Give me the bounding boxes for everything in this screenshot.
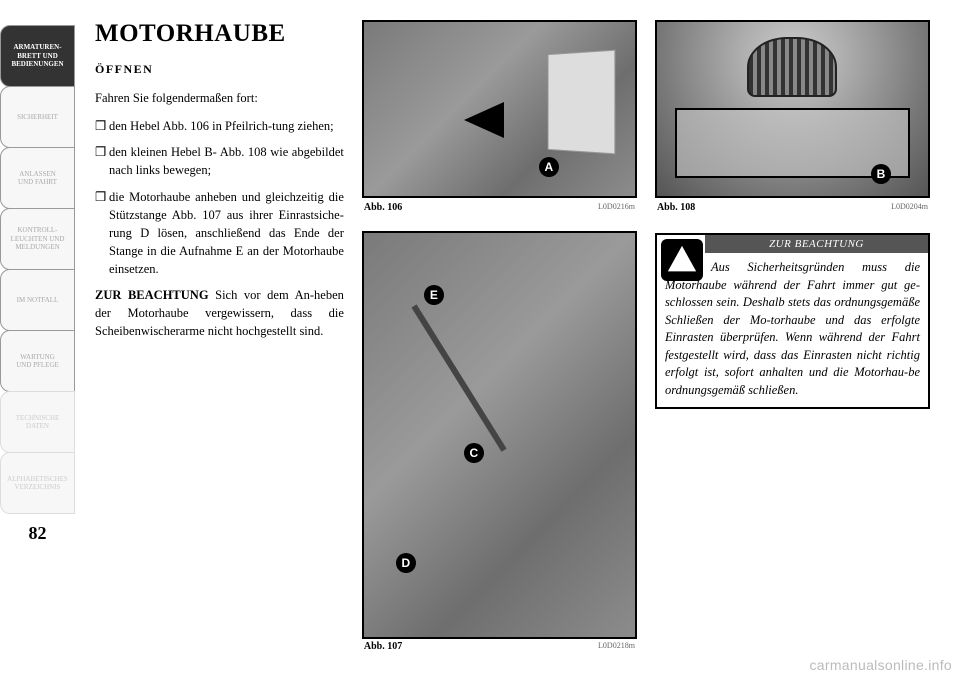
note-label: ZUR BEACHTUNG: [95, 288, 209, 302]
text-column: MOTORHAUBE ÖFFNEN Fahren Sie folgenderma…: [95, 20, 344, 657]
intro-text: Fahren Sie folgendermaßen fort:: [95, 89, 344, 107]
bullet-2: ❒ den kleinen Hebel B- Abb. 108 wie abge…: [95, 143, 344, 179]
figure-107-caption: Abb. 107 L0D0218m: [362, 639, 637, 652]
warning-text: Aus Sicherheitsgründen muss die Motorhau…: [665, 259, 920, 399]
figure-108-caption: Abb. 108 L0D0204m: [655, 200, 930, 213]
figure-caption-text: Abb. 108: [657, 202, 695, 213]
tab-kontrollleuchten[interactable]: KONTROLL-LEUCHTEN UNDMELDUNGEN: [0, 208, 75, 270]
figure-106-caption: Abb. 106 L0D0216m: [362, 200, 637, 213]
tab-anlassen[interactable]: ANLASSENUND FAHRT: [0, 147, 75, 209]
bullet-text: den Hebel Abb. 106 in Pfeilrich-tung zie…: [109, 117, 344, 135]
figure-106: A: [362, 20, 637, 198]
bullet-3: ❒ die Motorhaube anheben und gleichzeiti…: [95, 188, 344, 279]
bullet-marker: ❒: [95, 188, 109, 279]
arrow-icon: [464, 102, 504, 138]
car-grille: [747, 37, 837, 97]
bullet-text: den kleinen Hebel B- Abb. 108 wie abgebi…: [109, 143, 344, 179]
figure-label-B: B: [871, 164, 891, 184]
warning-icon: [661, 239, 703, 281]
bullet-marker: ❒: [95, 143, 109, 179]
bullet-marker: ❒: [95, 117, 109, 135]
section-subtitle: ÖFFNEN: [95, 62, 344, 77]
figure-code: L0D0204m: [891, 202, 928, 213]
figure-column-middle: A Abb. 106 L0D0216m E C D Abb. 107 L0D02…: [362, 20, 637, 657]
tab-wartung[interactable]: WARTUNGUND PFLEGE: [0, 330, 75, 392]
manual-page: ARMATUREN-BRETT UNDBEDIENUNGEN SICHERHEI…: [0, 0, 960, 677]
tab-notfall[interactable]: IM NOTFALL: [0, 269, 75, 331]
tab-sicherheit[interactable]: SICHERHEIT: [0, 86, 75, 148]
warning-header: ZUR BEACHTUNG: [705, 235, 928, 253]
figure-column-right: B Abb. 108 L0D0204m ZUR BEACHTUNG Aus Si…: [655, 20, 930, 657]
figure-code: L0D0216m: [598, 202, 635, 213]
section-title: MOTORHAUBE: [95, 20, 344, 48]
figure-caption-text: Abb. 106: [364, 202, 402, 213]
bullet-1: ❒ den Hebel Abb. 106 in Pfeilrich-tung z…: [95, 117, 344, 135]
figure-label-C: C: [464, 443, 484, 463]
figure-code: L0D0218m: [598, 641, 635, 652]
tab-armaturen[interactable]: ARMATUREN-BRETT UNDBEDIENUNGEN: [0, 25, 75, 87]
figure-label-E: E: [424, 285, 444, 305]
section-tabs-sidebar: ARMATUREN-BRETT UNDBEDIENUNGEN SICHERHEI…: [0, 20, 75, 657]
page-number: 82: [0, 523, 75, 544]
tab-verzeichnis[interactable]: ALPHABETISCHESVERZEICHNIS: [0, 452, 75, 514]
bullet-text: die Motorhaube anheben und gleichzeitig …: [109, 188, 344, 279]
warning-box: ZUR BEACHTUNG Aus Sicherheitsgründen mus…: [655, 233, 930, 409]
watermark: carmanualsonline.info: [810, 657, 953, 673]
figure-107: E C D: [362, 231, 637, 639]
figure-label-A: A: [539, 157, 559, 177]
tab-technische-daten[interactable]: TECHNISCHEDATEN: [0, 391, 75, 453]
figure-caption-text: Abb. 107: [364, 641, 402, 652]
figure-108: B: [655, 20, 930, 198]
figure-label-D: D: [396, 553, 416, 573]
note-paragraph: ZUR BEACHTUNG Sich vor dem An-heben der …: [95, 286, 344, 340]
content-area: MOTORHAUBE ÖFFNEN Fahren Sie folgenderma…: [95, 20, 930, 657]
